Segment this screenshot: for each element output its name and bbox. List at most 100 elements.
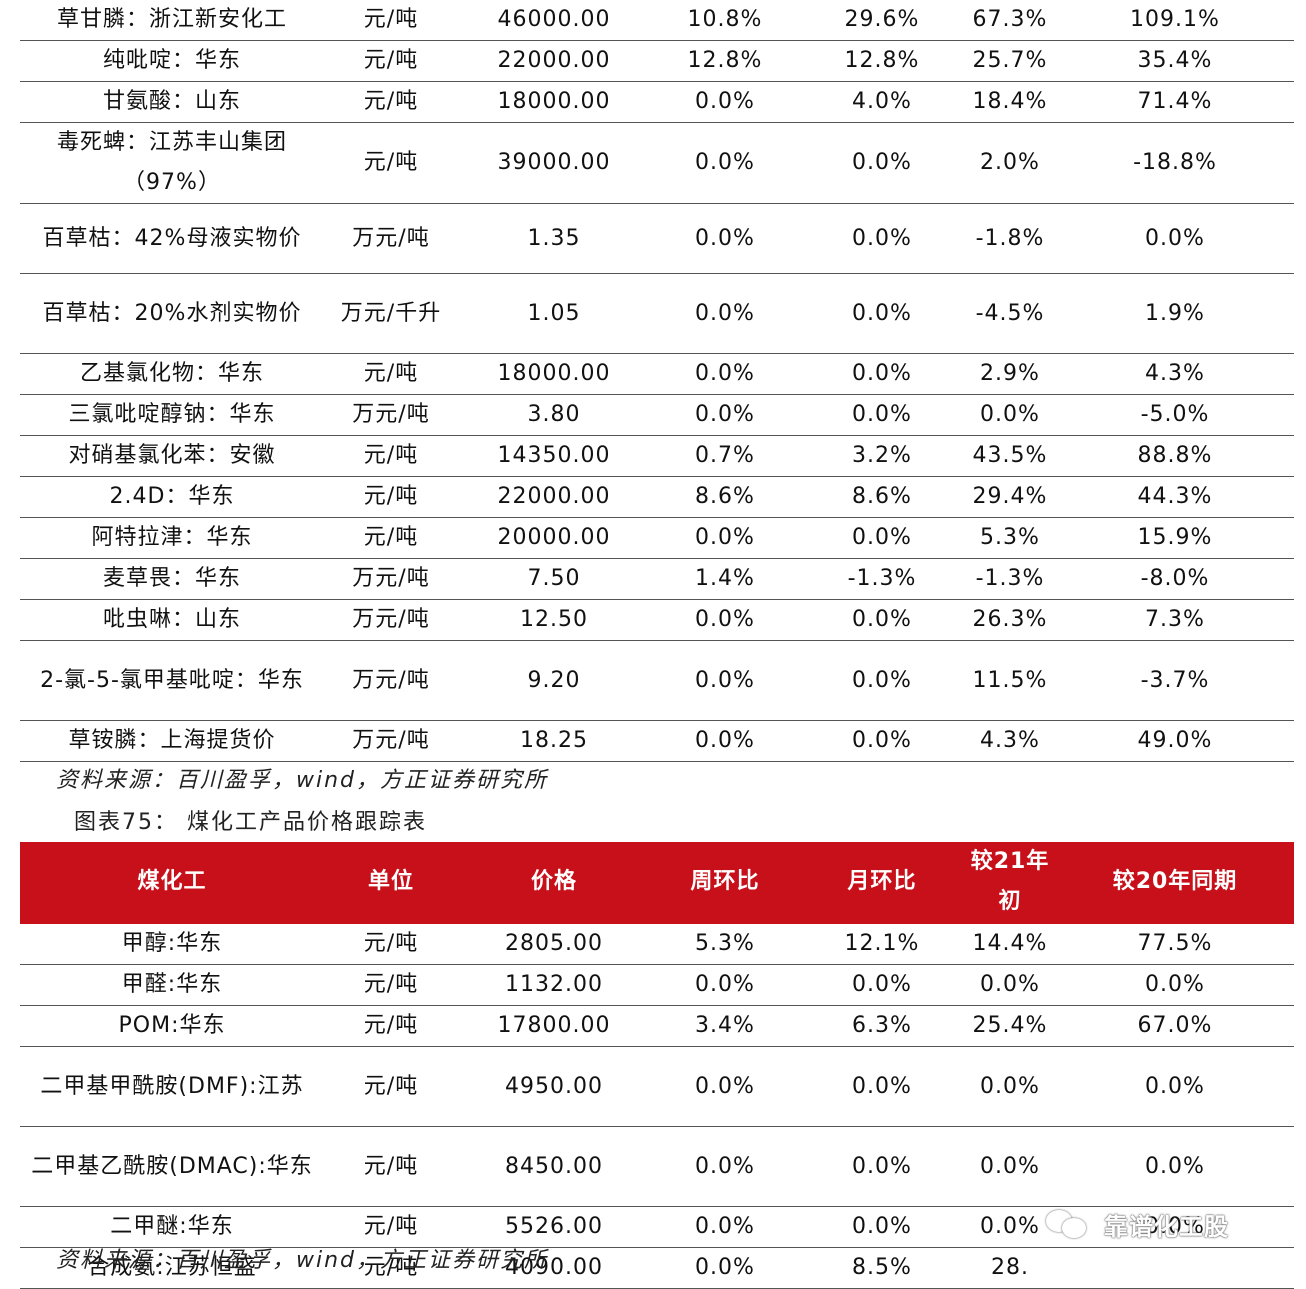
table-row: 甲醛:华东 元/吨 1132.00 0.0% 0.0% 0.0% 0.0% [20, 964, 1294, 1006]
table-row: 阿特拉津：华东 元/吨 20000.00 0.0% 0.0% 5.3% 15.9% [20, 517, 1294, 559]
cell-price: 22000.00 [458, 476, 650, 518]
cell-ytd: 4.3% [964, 720, 1056, 762]
cell-price: 18.25 [458, 720, 650, 762]
cell-ytd: 29.4% [964, 476, 1056, 518]
cell-week: 0.0% [650, 640, 800, 721]
cell-yoy: 44.3% [1056, 476, 1294, 518]
cell-week: 0.0% [650, 1126, 800, 1207]
cell-week: 5.3% [650, 923, 800, 965]
source-note-2: 资料来源：百川盈孚，wind，方正证券研究所 [56, 1248, 549, 1273]
cell-yoy: 88.8% [1056, 435, 1294, 477]
table2-wrap: 煤化工 单位 价格 周环比 月环比 较21年初 较20年同期 甲醇:华东 元/吨 2… [20, 842, 1294, 1289]
cell-unit: 元/吨 [324, 923, 458, 965]
cell-yoy: 7.3% [1056, 599, 1294, 641]
table2-caption: 图表75： 煤化工产品价格跟踪表 [74, 810, 427, 835]
cell-ytd: 11.5% [964, 640, 1056, 721]
cell-yoy: 1.9% [1056, 273, 1294, 354]
cell-name: 纯吡啶：华东 [20, 40, 324, 82]
cell-yoy: 15.9% [1056, 517, 1294, 559]
table-row: 草铵膦：上海提货价 万元/吨 18.25 0.0% 0.0% 4.3% 49.0% [20, 720, 1294, 762]
cell-price: 17800.00 [458, 1005, 650, 1047]
cell-price: 14350.00 [458, 435, 650, 477]
cell-price: 1.35 [458, 203, 650, 274]
cell-unit: 万元/吨 [324, 558, 458, 600]
cell-unit: 万元/吨 [324, 394, 458, 436]
coal-chemical-price-table: 煤化工 单位 价格 周环比 月环比 较21年初 较20年同期 甲醇:华东 元/吨 2… [20, 842, 1294, 1289]
cell-yoy: -8.0% [1056, 558, 1294, 600]
pesticide-price-table: 草甘膦：浙江新安化工 元/吨 46000.00 10.8% 29.6% 67.3% 109.… [20, 0, 1294, 762]
cell-name: 二甲基乙酰胺(DMAC):华东 [20, 1126, 324, 1207]
cell-unit: 元/吨 [324, 0, 458, 41]
cell-price: 18000.00 [458, 353, 650, 395]
table2-header-row: 煤化工 单位 价格 周环比 月环比 较21年初 较20年同期 [20, 842, 1294, 924]
cell-name: 三氯吡啶醇钠：华东 [20, 394, 324, 436]
cell-name: 乙基氯化物：华东 [20, 353, 324, 395]
cell-yoy: 49.0% [1056, 720, 1294, 762]
cell-week: 0.0% [650, 599, 800, 641]
cell-name: 二甲醚:华东 [20, 1206, 324, 1248]
cell-unit: 万元/吨 [324, 640, 458, 721]
cell-name: 草甘膦：浙江新安化工 [20, 0, 324, 41]
cell-month: 12.8% [800, 40, 964, 82]
table-row: 三氯吡啶醇钠：华东 万元/吨 3.80 0.0% 0.0% 0.0% -5.0% [20, 394, 1294, 436]
cell-yoy: 0.0% [1056, 1046, 1294, 1127]
cell-ytd: 28. [964, 1247, 1056, 1289]
cell-month: 0.0% [800, 353, 964, 395]
table-row: 毒死蜱：江苏丰山集团（97%） 元/吨 39000.00 0.0% 0.0% 2.0% -1… [20, 122, 1294, 204]
cell-price: 9.20 [458, 640, 650, 721]
cell-unit: 元/吨 [324, 435, 458, 477]
cell-name: 百草枯：42%母液实物价 [20, 203, 324, 274]
cell-unit: 元/吨 [324, 517, 458, 559]
cell-ytd: 25.7% [964, 40, 1056, 82]
cell-month: 6.3% [800, 1005, 964, 1047]
cell-unit: 元/吨 [324, 40, 458, 82]
table-row: 麦草畏：华东 万元/吨 7.50 1.4% -1.3% -1.3% -8.0% [20, 558, 1294, 600]
table-row: 2-氯-5-氯甲基吡啶：华东 万元/吨 9.20 0.0% 0.0% 11.5% -3.7% [20, 640, 1294, 721]
cell-name: 甲醛:华东 [20, 964, 324, 1006]
cell-price: 1.05 [458, 273, 650, 354]
cell-price: 8450.00 [458, 1126, 650, 1207]
cell-week: 0.0% [650, 720, 800, 762]
cell-price: 4950.00 [458, 1046, 650, 1127]
cell-month: 0.0% [800, 640, 964, 721]
cell-ytd: 0.0% [964, 394, 1056, 436]
cell-name: 毒死蜱：江苏丰山集团（97%） [20, 122, 324, 204]
cell-month: 3.2% [800, 435, 964, 477]
table-row: 二甲基乙酰胺(DMAC):华东 元/吨 8450.00 0.0% 0.0% 0.0% 0.0… [20, 1126, 1294, 1207]
cell-ytd: 26.3% [964, 599, 1056, 641]
cell-ytd: 2.9% [964, 353, 1056, 395]
cell-unit: 元/吨 [324, 81, 458, 123]
cell-ytd: 0.0% [964, 1126, 1056, 1207]
cell-month: -1.3% [800, 558, 964, 600]
cell-month: 0.0% [800, 394, 964, 436]
cell-name: 麦草畏：华东 [20, 558, 324, 600]
cell-yoy: 0.0% [1056, 1206, 1294, 1248]
table1-wrap: 草甘膦：浙江新安化工 元/吨 46000.00 10.8% 29.6% 67.3% 109.… [20, 0, 1294, 762]
cell-month: 4.0% [800, 81, 964, 123]
cell-name: 二甲基甲酰胺(DMF):江苏 [20, 1046, 324, 1127]
cell-week: 0.0% [650, 1206, 800, 1248]
cell-month: 0.0% [800, 720, 964, 762]
cell-price: 5526.00 [458, 1206, 650, 1248]
cell-week: 1.4% [650, 558, 800, 600]
cell-price: 46000.00 [458, 0, 650, 41]
cell-ytd: 5.3% [964, 517, 1056, 559]
cell-unit: 元/吨 [324, 476, 458, 518]
header-cell: 较21年初 [964, 842, 1056, 924]
table-row: 二甲基甲酰胺(DMF):江苏 元/吨 4950.00 0.0% 0.0% 0.0% 0.0% [20, 1046, 1294, 1127]
cell-week: 8.6% [650, 476, 800, 518]
cell-price: 2805.00 [458, 923, 650, 965]
cell-ytd: 0.0% [964, 1046, 1056, 1127]
cell-yoy: -5.0% [1056, 394, 1294, 436]
cell-month: 12.1% [800, 923, 964, 965]
cell-month: 29.6% [800, 0, 964, 41]
table-row: 百草枯：42%母液实物价 万元/吨 1.35 0.0% 0.0% -1.8% 0.0% [20, 203, 1294, 274]
header-cell: 较20年同期 [1056, 842, 1294, 924]
table-row: 乙基氯化物：华东 元/吨 18000.00 0.0% 0.0% 2.9% 4.3% [20, 353, 1294, 395]
cell-unit: 元/吨 [324, 1206, 458, 1248]
table-row: 草甘膦：浙江新安化工 元/吨 46000.00 10.8% 29.6% 67.3% 109.… [20, 0, 1294, 41]
cell-unit: 万元/千升 [324, 273, 458, 354]
cell-unit: 万元/吨 [324, 720, 458, 762]
cell-week: 0.0% [650, 353, 800, 395]
cell-yoy: 67.0% [1056, 1005, 1294, 1047]
